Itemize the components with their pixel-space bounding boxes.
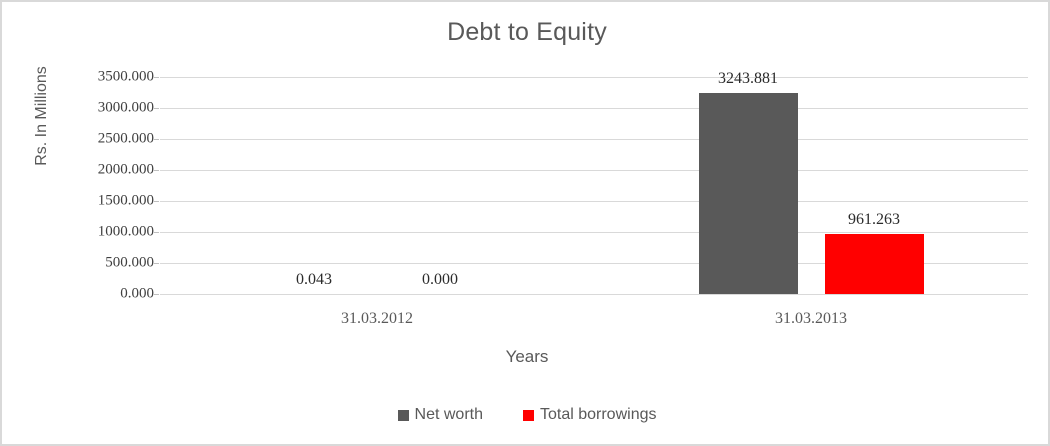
legend-swatch-icon (522, 409, 534, 421)
y-axis-tick-label: 1000.000 (97, 223, 154, 240)
y-axis-tick-mark (154, 77, 159, 78)
y-axis-tick-label: 500.000 (105, 254, 154, 271)
plot-area: 0.043 0.000 3243.881 961.263 (160, 70, 1028, 295)
data-label: 0.043 (296, 270, 332, 288)
y-axis-tick-mark (154, 263, 159, 264)
y-axis-tick-label: 0.000 (120, 285, 154, 302)
y-axis-tick-mark (154, 201, 159, 202)
y-axis-tick-mark (154, 170, 159, 171)
gridline (160, 108, 1028, 109)
data-label: 0.000 (422, 271, 458, 288)
legend-swatch-icon (397, 409, 409, 421)
data-label: 961.263 (848, 211, 900, 229)
gridline (160, 170, 1028, 171)
data-label: 3243.881 (718, 69, 778, 87)
y-axis-tick-label: 3000.000 (97, 99, 154, 116)
chart-title: Debt to Equity (447, 18, 607, 46)
gridline (160, 77, 1028, 78)
y-axis-tick-mark (154, 232, 159, 233)
y-axis-tick-mark (154, 108, 159, 109)
y-axis-tick-labels: 0.000 500.000 1000.000 1500.000 2000.000 2500… (28, 69, 154, 302)
legend-item[interactable]: Net worth (397, 406, 483, 424)
y-axis-tick-label: 2000.000 (97, 161, 154, 178)
y-axis-tick-label: 2500.000 (97, 130, 154, 147)
legend-label: Total borrowings (539, 406, 657, 423)
bar-total-borrowings[interactable] (824, 234, 924, 294)
gridline (160, 263, 1028, 264)
bar-net-worth[interactable] (698, 92, 798, 294)
chart-legend: Net worth Total borrowings (2, 406, 1048, 424)
legend-item[interactable]: Total borrowings (522, 406, 657, 424)
y-axis-tick-label: 3500.000 (97, 68, 154, 85)
gridline (160, 201, 1028, 202)
x-axis-line (160, 294, 1028, 295)
y-axis-tick-mark (154, 139, 159, 140)
gridline (160, 139, 1028, 140)
legend-label: Net worth (414, 406, 483, 423)
x-axis-tick-label: 31.03.2012 (341, 310, 413, 327)
x-axis-title: Years (505, 347, 549, 366)
y-axis-tick-mark (154, 294, 159, 295)
gridline (160, 232, 1028, 233)
y-axis-tick-label: 1500.000 (97, 192, 154, 209)
x-axis-tick-label: 31.03.2013 (775, 310, 847, 327)
